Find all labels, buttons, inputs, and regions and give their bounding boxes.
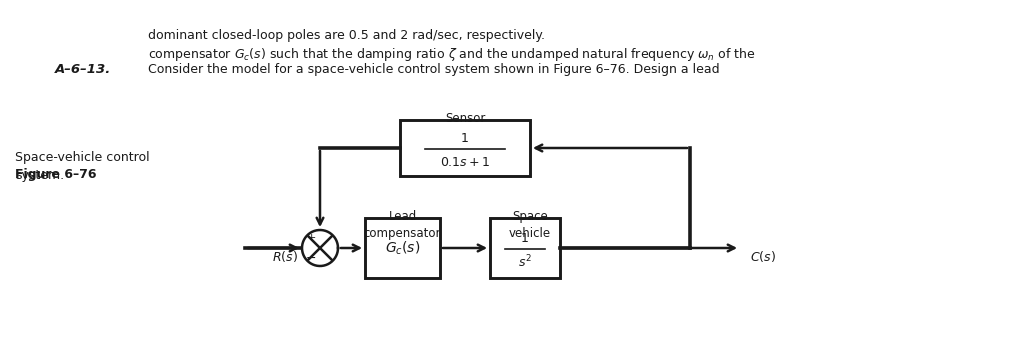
Text: +: + [307,233,316,243]
Text: A–6–13.: A–6–13. [55,63,112,76]
Text: $G_c(s)$: $G_c(s)$ [385,239,420,257]
Text: $R(s)$: $R(s)$ [272,249,298,264]
Text: −: − [306,252,316,265]
Text: dominant closed-loop poles are 0.5 and 2 rad/sec, respectively.: dominant closed-loop poles are 0.5 and 2… [148,29,545,42]
Text: $s^2$: $s^2$ [518,254,531,270]
Text: $C(s)$: $C(s)$ [750,249,776,264]
Text: $0.1s + 1$: $0.1s + 1$ [439,155,490,168]
Text: Sensor: Sensor [444,112,485,125]
Text: Space-vehicle control
system.: Space-vehicle control system. [15,151,150,182]
Bar [365,218,440,278]
Text: Space
vehicle: Space vehicle [509,210,551,240]
Text: Figure 6–76: Figure 6–76 [15,168,96,181]
Text: 1: 1 [461,131,469,144]
Text: 1: 1 [521,233,529,246]
Text: compensator $G_c(s)$ such that the damping ratio $\zeta$ and the undamped natura: compensator $G_c(s)$ such that the dampi… [148,46,756,63]
Text: Consider the model for a space-vehicle control system shown in Figure 6–76. Desi: Consider the model for a space-vehicle c… [148,63,720,76]
Bar [400,120,530,176]
Text: Lead
compensator: Lead compensator [364,210,441,240]
Bar [490,218,560,278]
